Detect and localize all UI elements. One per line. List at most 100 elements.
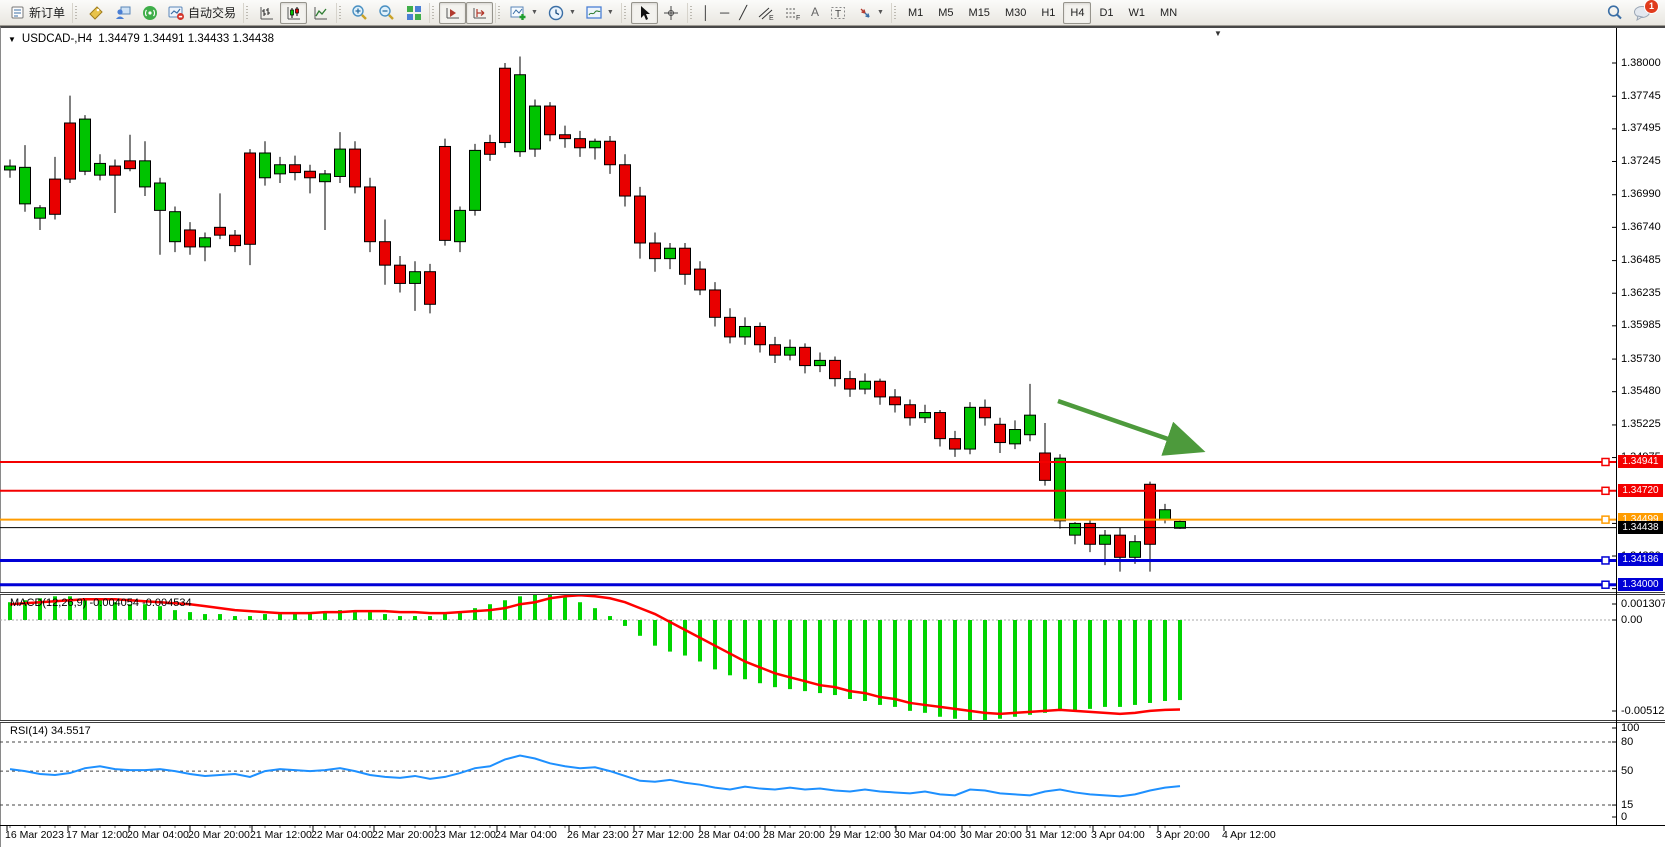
crosshair-button[interactable]: [658, 2, 685, 24]
rsi-axis-label: 100: [1621, 721, 1640, 734]
vertical-line-icon: │: [701, 5, 710, 20]
time-axis-label: 4 Apr 12:00: [1222, 829, 1276, 841]
tile-windows-button[interactable]: [400, 2, 427, 24]
panel-separator-macd[interactable]: [0, 592, 1665, 595]
candlestick-chart-button[interactable]: [280, 1, 308, 24]
zoom-in-icon: [351, 4, 368, 21]
time-axis-label: 24 Mar 04:00: [495, 829, 557, 841]
hline-price-label: 1.34438: [1618, 520, 1663, 534]
timeframe-d1-button[interactable]: D1: [1092, 2, 1120, 24]
time-axis-label: 16 Mar 2023: [5, 829, 64, 841]
zoom-out-icon: [378, 4, 395, 21]
price-tick-label: 1.35225: [1621, 418, 1661, 431]
toolbar-separator: [890, 2, 899, 23]
chat-badge: 1: [1644, 0, 1659, 14]
timeframe-h4-button[interactable]: H4: [1063, 1, 1092, 24]
chart-shift-marker[interactable]: ▼: [1214, 29, 1222, 38]
arrows-button[interactable]: ▼: [851, 2, 889, 24]
panel-separator-rsi[interactable]: [0, 720, 1665, 723]
time-axis-label: 27 Mar 12:00: [632, 829, 694, 841]
timeframe-m5-button[interactable]: M5: [931, 2, 960, 24]
trendline-button[interactable]: ╱: [734, 2, 752, 24]
cursor-icon: [636, 4, 653, 21]
rsi-axis-label: 15: [1621, 798, 1634, 811]
time-axis-label: 22 Mar 04:00: [311, 829, 373, 841]
templates-button[interactable]: ▼: [581, 2, 619, 24]
line-chart-button[interactable]: [307, 2, 334, 24]
price-tick-label: 1.37245: [1621, 154, 1661, 167]
cursor-button[interactable]: [630, 1, 658, 24]
timeframe-m30-button[interactable]: M30: [998, 2, 1033, 24]
trendline-icon: ╱: [739, 5, 748, 20]
chart-window[interactable]: ▼ USDCAD-,H4 1.34479 1.34491 1.34433 1.3…: [0, 26, 1665, 847]
tag-icon: [87, 4, 104, 21]
price-tick-label: 1.37745: [1621, 89, 1661, 102]
hline-price-label: 1.34720: [1618, 483, 1663, 497]
timeframe-m15-button[interactable]: M15: [962, 2, 997, 24]
time-axis-label: 20 Mar 20:00: [188, 829, 250, 841]
vertical-line-button[interactable]: │: [697, 2, 715, 24]
broadcast-icon: [141, 4, 158, 21]
price-tick-label: 1.35985: [1621, 319, 1661, 332]
timeframe-h1-button[interactable]: H1: [1034, 2, 1062, 24]
line-chart-icon: [312, 4, 329, 21]
tile-windows-icon: [405, 4, 422, 21]
arrows-icon: [856, 4, 873, 21]
horizontal-line-icon: ─: [719, 5, 730, 20]
new-order-label: 新订单: [29, 6, 66, 20]
chevron-down-icon: ▼: [568, 9, 576, 16]
zoom-out-button[interactable]: [373, 2, 400, 24]
zoom-in-button[interactable]: [346, 2, 373, 24]
chart-shift-button[interactable]: [466, 1, 494, 24]
tag-button[interactable]: [82, 2, 109, 24]
bar-chart-button[interactable]: [253, 2, 280, 24]
new-order-button[interactable]: 新订单: [4, 2, 70, 24]
timeframe-mn-button[interactable]: MN: [1153, 2, 1184, 24]
search-button[interactable]: [1601, 2, 1628, 24]
template-icon: [586, 4, 603, 21]
chat-button[interactable]: 1: [1628, 0, 1659, 24]
macd-name: MACD(12,26,9): [10, 597, 87, 609]
new-chart-button[interactable]: ▼: [505, 2, 543, 24]
macd-axis-label: -0.005123: [1621, 704, 1665, 717]
equidistant-channel-icon: E: [757, 4, 774, 21]
symbol-dropdown-icon[interactable]: ▼: [8, 34, 16, 44]
rsi-indicator-label: RSI(14) 34.5517: [10, 725, 91, 737]
fibonacci-button[interactable]: F: [779, 2, 806, 24]
signals-button[interactable]: [136, 2, 163, 24]
time-axis-label: 28 Mar 20:00: [763, 829, 825, 841]
horizontal-line-button[interactable]: ─: [715, 2, 734, 24]
time-axis-line: [0, 825, 1665, 826]
time-axis-label: 3 Apr 04:00: [1091, 829, 1145, 841]
auto-scroll-icon: [444, 4, 461, 21]
price-tick-label: 1.36740: [1621, 220, 1661, 233]
text-button[interactable]: A: [806, 2, 824, 24]
periods-button[interactable]: ▼: [543, 2, 581, 24]
toolbar-separator: [686, 2, 695, 23]
timeframe-w1-button[interactable]: W1: [1122, 2, 1153, 24]
time-axis-label: 23 Mar 12:00: [434, 829, 496, 841]
community-button[interactable]: [109, 2, 136, 24]
timeframe-group: M1 M5 M15 M30 H1 H4 D1 W1 MN: [901, 1, 1184, 24]
text-label-button[interactable]: T: [824, 2, 851, 24]
auto-scroll-button[interactable]: [439, 1, 467, 24]
toolbar-separator: [620, 2, 629, 23]
macd-axis-label: 0.001307: [1621, 597, 1665, 610]
timeframe-m1-button[interactable]: M1: [901, 2, 930, 24]
time-axis-label: 31 Mar 12:00: [1025, 829, 1087, 841]
macd-axis-label: 0.00: [1621, 613, 1643, 626]
hline-price-label: 1.34941: [1618, 454, 1663, 468]
chart-symbol-period: USDCAD-,H4: [21, 33, 93, 45]
toolbar: 新订单 自动交易: [0, 0, 1665, 26]
bar-chart-icon: [258, 4, 275, 21]
price-tick-label: 1.36485: [1621, 254, 1661, 267]
time-axis-label: 20 Mar 04:00: [127, 829, 189, 841]
autotrading-button[interactable]: 自动交易: [163, 2, 241, 24]
equidistant-channel-button[interactable]: E: [752, 2, 779, 24]
price-tick-label: 1.35730: [1621, 352, 1661, 365]
candlestick-chart-icon: [285, 4, 302, 21]
chart-ohlc-values: 1.34479 1.34491 1.34433 1.34438: [98, 33, 275, 45]
price-tick-label: 1.36990: [1621, 188, 1661, 201]
chevron-down-icon: ▼: [877, 9, 884, 16]
text-icon: A: [811, 5, 820, 19]
